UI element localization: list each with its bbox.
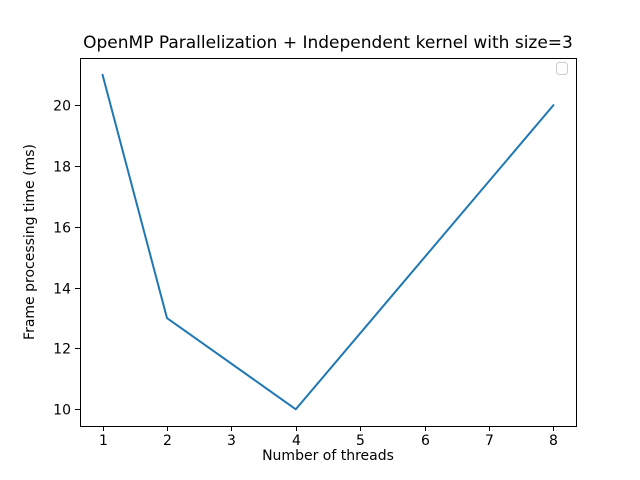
x-tick-label: 5 (356, 433, 365, 449)
y-tick-label: 12 (53, 342, 71, 358)
y-tick-label: 14 (53, 282, 71, 298)
x-tick-label: 7 (485, 433, 494, 449)
x-tick-label: 8 (549, 433, 558, 449)
y-tick-label: 18 (53, 160, 71, 176)
y-tick-label: 16 (53, 221, 71, 237)
x-tick-label: 3 (227, 433, 236, 449)
chart-title: OpenMP Parallelization + Independent ker… (83, 33, 573, 53)
x-axis-label: Number of threads (262, 448, 394, 464)
legend-box (556, 62, 568, 75)
axes-frame (80, 58, 577, 427)
x-tick-label: 2 (163, 433, 172, 449)
x-tick-label: 6 (421, 433, 430, 449)
x-tick-label: 4 (292, 433, 301, 449)
y-tick-label: 20 (53, 99, 71, 115)
x-tick-label: 1 (99, 433, 108, 449)
y-tick-label: 10 (53, 403, 71, 419)
data-line (101, 73, 555, 411)
